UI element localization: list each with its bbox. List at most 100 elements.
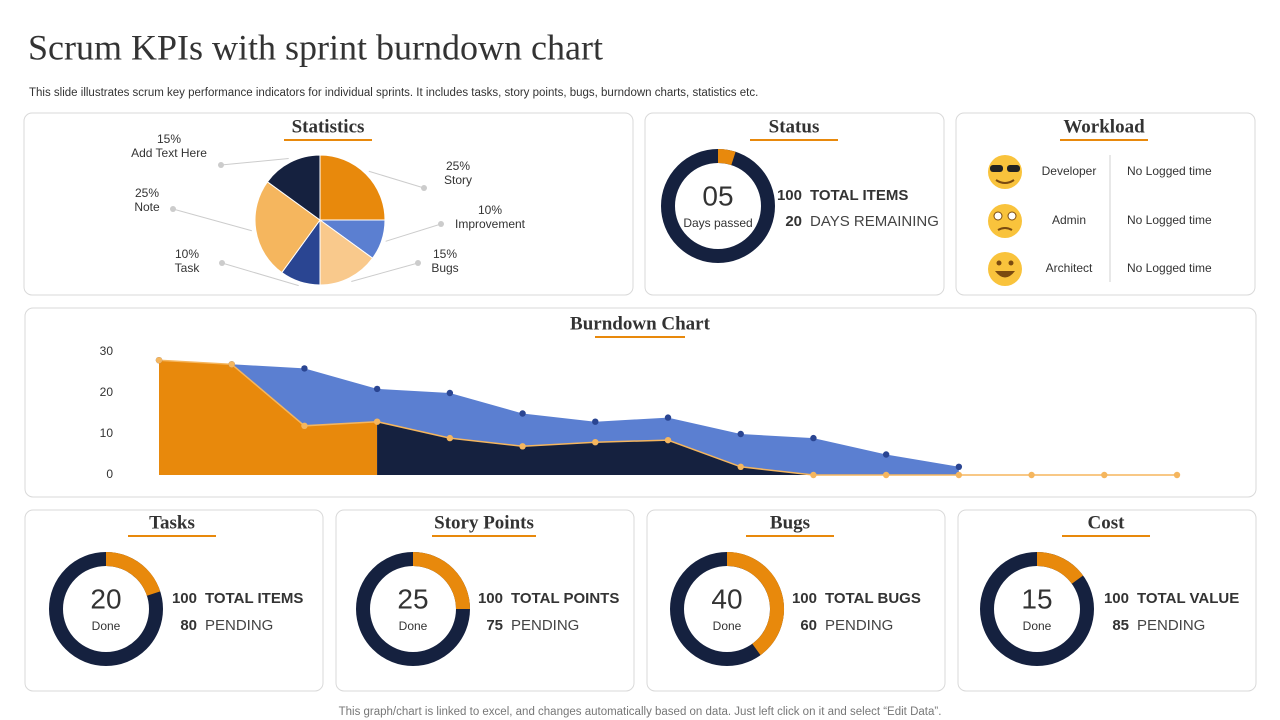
donut-caption: Done [1023, 619, 1052, 633]
stat-value: 60 [800, 617, 817, 634]
donut-caption: Done [399, 619, 428, 633]
burndown-point [882, 471, 890, 479]
donut-arc [1036, 552, 1084, 585]
panel-title: Status [769, 116, 820, 137]
logged-time: No Logged time [1127, 261, 1212, 275]
leader-line [368, 170, 425, 189]
pie-value-label: 25% [446, 159, 470, 173]
remaining-point [519, 410, 526, 417]
donut-value: 05 [702, 180, 733, 211]
pie-value-label: 25% [135, 186, 159, 200]
burndown-point [955, 471, 963, 479]
burndown-point [373, 418, 381, 425]
emoji-cool [988, 155, 1022, 189]
remaining-point [446, 389, 454, 397]
pie-category-label: Improvement [455, 217, 526, 231]
remaining-point [373, 385, 381, 393]
completed-area [159, 360, 378, 475]
stat-label: TOTAL BUGS [825, 590, 921, 607]
donut-value: 20 [90, 583, 121, 614]
leader-dot [218, 162, 224, 168]
leader-line [385, 223, 442, 242]
leader-dot [415, 260, 421, 266]
remaining-point [592, 418, 599, 425]
y-tick-label: 30 [100, 344, 114, 358]
burndown-point [301, 422, 308, 429]
emoji-happy [988, 252, 1022, 286]
page-title: Scrum KPIs with sprint burndown chart [28, 27, 603, 67]
y-tick-label: 20 [100, 385, 114, 399]
leader-dot [438, 221, 444, 227]
burndown-point [1028, 471, 1035, 479]
leader-line [172, 208, 252, 232]
donut-value: 40 [711, 583, 742, 614]
donut-caption: Days passed [683, 216, 752, 230]
panel-title: Burndown Chart [570, 313, 711, 334]
donut-caption: Done [92, 619, 121, 633]
burndown-point [228, 361, 235, 368]
role-name: Architect [1046, 261, 1093, 275]
panel-title: Story Points [434, 512, 534, 533]
stat-value: 100 [777, 187, 802, 204]
remaining-point [301, 365, 308, 372]
donut-arc [105, 552, 161, 597]
burndown-point [737, 463, 744, 470]
burndown-point [446, 434, 454, 442]
pie-category-label: Bugs [431, 261, 458, 275]
remaining-point [810, 434, 817, 442]
pie-slice [319, 219, 374, 286]
workload-panel [955, 112, 1256, 296]
burndown-point [1101, 471, 1108, 479]
stat-value: 20 [785, 213, 802, 230]
completed-area-late [377, 421, 1178, 475]
remaining-point [955, 463, 963, 470]
leader-line [221, 262, 299, 287]
leader-dot [170, 206, 176, 212]
stat-value: 80 [180, 617, 197, 634]
stat-value: 75 [486, 617, 503, 634]
pie-slice [254, 181, 321, 274]
panel-title: Workload [1063, 116, 1145, 137]
panel-title: Cost [1088, 512, 1126, 533]
footer-note: This graph/chart is linked to excel, and… [339, 706, 942, 718]
burndown-point [664, 436, 672, 444]
remaining-point [664, 414, 672, 421]
stat-label: PENDING [511, 617, 579, 634]
leader-line [220, 158, 289, 166]
stat-value: 100 [478, 590, 503, 607]
pie-category-label: Note [134, 200, 160, 214]
role-name: Admin [1052, 213, 1086, 227]
pie-slice [319, 154, 386, 221]
y-tick-label: 10 [100, 426, 114, 440]
panel-title: Tasks [149, 512, 195, 533]
stat-label: PENDING [825, 617, 893, 634]
stat-label: PENDING [205, 617, 273, 634]
pie-value-label: 15% [157, 132, 181, 146]
leader-dot [421, 185, 427, 191]
donut-value: 25 [397, 583, 428, 614]
donut-arc [726, 552, 784, 656]
panel-title: Statistics [292, 116, 365, 137]
donut-arc [717, 149, 736, 166]
panel-title: Bugs [770, 512, 810, 533]
pie-category-label: Task [175, 261, 201, 275]
y-tick-label: 0 [106, 467, 113, 481]
stat-value: 85 [1112, 617, 1129, 634]
stat-value: 100 [172, 590, 197, 607]
stat-label: DAYS REMAINING [810, 213, 939, 230]
stat-label: PENDING [1137, 617, 1205, 634]
pie-category-label: Story [444, 173, 472, 187]
burndown-point [810, 471, 817, 479]
stat-label: TOTAL POINTS [511, 590, 619, 607]
emoji-worried [988, 204, 1022, 238]
burndown-point [155, 357, 163, 364]
leader-dot [219, 260, 225, 266]
role-name: Developer [1042, 164, 1097, 178]
leader-line [351, 262, 419, 282]
donut-value: 15 [1021, 583, 1052, 614]
logged-time: No Logged time [1127, 164, 1212, 178]
pie-value-label: 10% [478, 203, 502, 217]
remaining-point [737, 430, 744, 438]
